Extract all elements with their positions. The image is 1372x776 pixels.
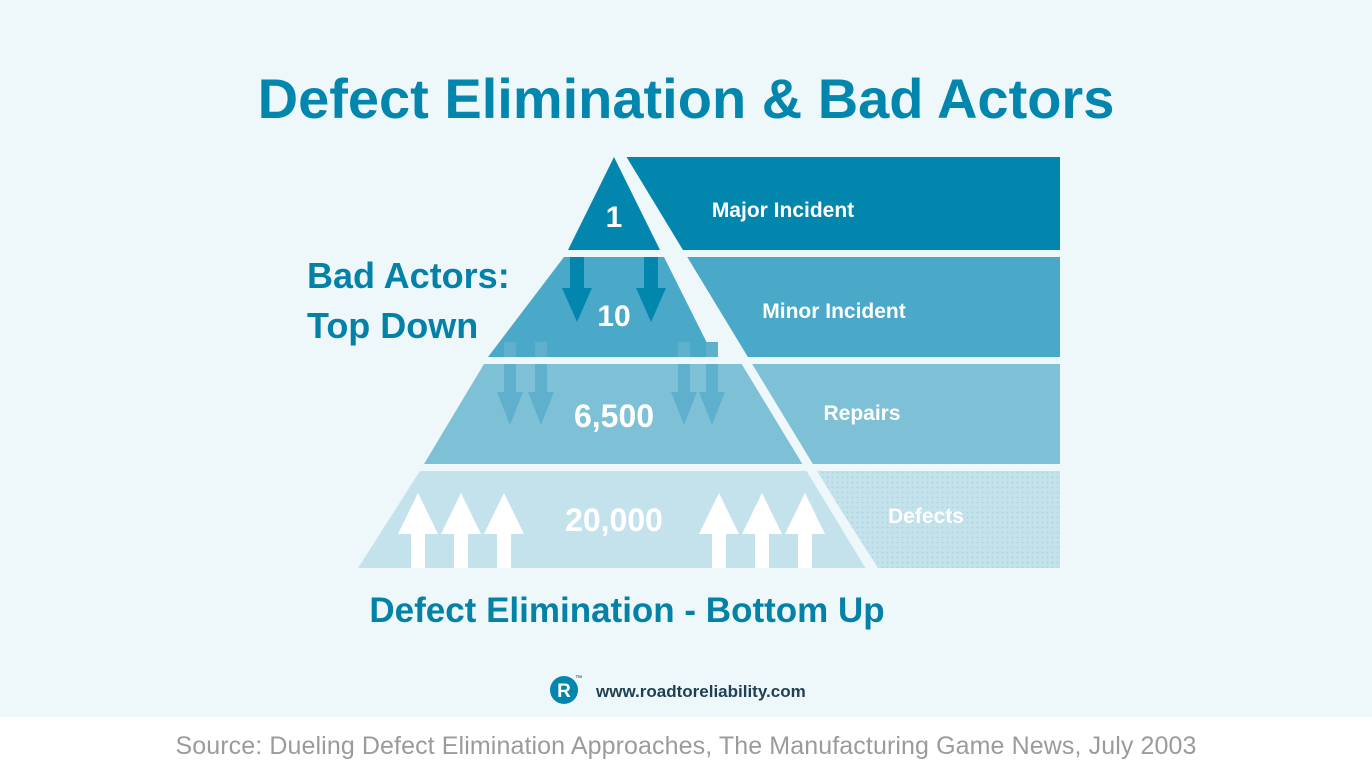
band-repairs: [751, 364, 1060, 464]
pyramid-level-1: [568, 157, 660, 250]
level-label-major: Major Incident: [712, 199, 854, 222]
down-arrow-icon: [636, 250, 666, 322]
pyramid-level-4: [358, 471, 866, 568]
level-value-defects: 20,000: [565, 502, 663, 538]
level-separators: [350, 250, 1070, 471]
down-arrow-icon: [562, 250, 592, 322]
brand-logo-letter: R: [557, 681, 571, 702]
up-arrow-icon: [441, 493, 481, 568]
level-value-major: 1: [606, 201, 623, 234]
brand-logo-icon: [550, 676, 578, 704]
down-arrow-icon: [671, 342, 697, 425]
level-label-defects: Defects: [888, 505, 964, 528]
band-major-incident: [625, 157, 1060, 250]
down-arrow-icon: [497, 342, 523, 425]
defect-elimination-heading: Defect Elimination - Bottom Up: [369, 591, 884, 630]
level-label-minor: Minor Incident: [762, 300, 906, 323]
up-arrow-icon: [699, 493, 739, 568]
diagonal-divider: [610, 142, 882, 583]
bottom-up-arrows: [398, 493, 825, 568]
up-arrow-icon: [484, 493, 524, 568]
brand-url-link[interactable]: www.roadtoreliability.com: [595, 682, 806, 701]
page-title: Defect Elimination & Bad Actors: [258, 67, 1115, 130]
source-caption: Source: Dueling Defect Elimination Appro…: [175, 732, 1197, 760]
down-arrow-icon: [699, 342, 725, 425]
band-minor-incident: [681, 257, 1060, 357]
pyramid-diagram: Defect Elimination & Bad Actors: [258, 67, 1115, 704]
brand-logo-mark: ™: [575, 675, 582, 682]
level-label-repairs: Repairs: [823, 402, 900, 425]
up-arrow-icon: [785, 493, 825, 568]
level-value-repairs: 6,500: [574, 398, 654, 434]
infographic-canvas: Defect Elimination & Bad Actors: [0, 0, 1372, 717]
up-arrow-icon: [742, 493, 782, 568]
down-arrow-icon: [528, 342, 554, 425]
level-value-minor: 10: [597, 300, 630, 333]
band-defects: [816, 471, 1060, 568]
bad-actors-subheading: Top Down: [307, 305, 478, 346]
bad-actors-heading: Bad Actors:: [307, 255, 510, 296]
brand[interactable]: R ™ www.roadtoreliability.com: [550, 675, 806, 704]
level-bands: [625, 157, 1060, 568]
top-down-arrows: [497, 250, 725, 425]
up-arrow-icon: [398, 493, 438, 568]
